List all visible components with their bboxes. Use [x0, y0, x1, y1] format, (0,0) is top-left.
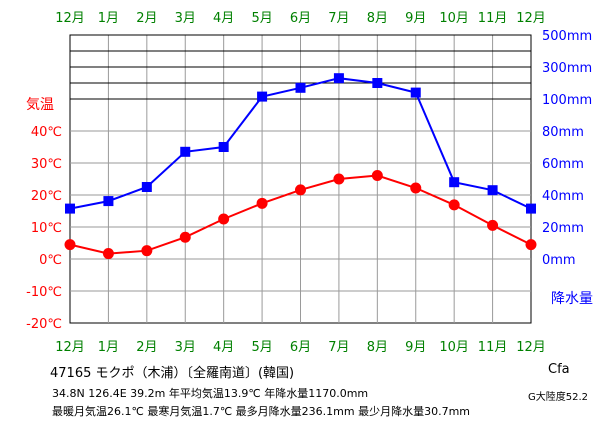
- x-tick-label-bottom: 2月: [136, 340, 157, 355]
- temperature-point: [102, 248, 114, 260]
- left-tick-label: 0℃: [39, 253, 62, 268]
- temperature-point: [410, 182, 422, 194]
- right-tick-label: 20mm: [542, 221, 584, 236]
- x-axis-top-labels: 12月 1月 2月 3月 4月 5月 6月 7月 8月 9月 10月 11月 12月: [55, 11, 546, 26]
- x-tick-label-top: 11月: [478, 11, 508, 26]
- x-tick-label-top: 12月: [55, 11, 85, 26]
- temperature-point: [333, 173, 345, 185]
- precipitation-point: [65, 203, 75, 214]
- precipitation-point: [141, 182, 152, 192]
- station-stats-line1: 34.8N 126.4E 39.2m 年平均気温13.9℃ 年降水量1170.0…: [52, 387, 369, 400]
- left-axis-title: 気温: [26, 97, 54, 113]
- station-stats-line2: 最暖月気温26.1℃ 最寒月気温1.7℃ 最多月降水量236.1mm 最少月降水…: [52, 405, 471, 418]
- temperature-point: [218, 213, 230, 225]
- right-tick-label: 60mm: [542, 157, 584, 172]
- precipitation-series: [65, 73, 536, 214]
- right-tick-label: 80mm: [542, 125, 584, 140]
- temperature-point: [487, 219, 499, 231]
- x-tick-label-bottom: 12月: [55, 340, 85, 355]
- precipitation-point: [526, 203, 536, 214]
- x-tick-label-top: 7月: [328, 11, 349, 26]
- x-tick-label-bottom: 9月: [405, 340, 426, 355]
- temperature-point: [141, 245, 153, 257]
- right-axis-ticks: 500mm 300mm 100mm 80mm 60mm 40mm 20mm 0mm: [542, 29, 592, 268]
- x-tick-label-top: 2月: [136, 11, 157, 26]
- x-tick-label-bottom: 7月: [328, 340, 349, 355]
- left-tick-label: 10℃: [31, 221, 62, 236]
- x-axis-bottom-labels: 12月 1月 2月 3月 4月 5月 6月 7月 8月 9月 10月 11月 12月: [55, 340, 546, 355]
- climate-class: Cfa: [548, 362, 570, 377]
- precipitation-point: [180, 146, 191, 157]
- left-tick-label: 30℃: [31, 157, 62, 172]
- station-title: 47165 モクポ（木浦）〔全羅南道〕(韓国): [50, 366, 295, 381]
- x-tick-label-top: 5月: [251, 11, 272, 26]
- precipitation-point: [295, 82, 306, 93]
- right-tick-label: 40mm: [542, 189, 584, 204]
- precipitation-point: [449, 177, 460, 188]
- left-tick-label: 20℃: [31, 189, 62, 204]
- temperature-point: [448, 199, 460, 211]
- temperature-point: [256, 197, 268, 209]
- temperature-point: [295, 184, 306, 196]
- x-tick-label-bottom: 4月: [213, 340, 234, 355]
- x-tick-label-bottom: 12月: [516, 340, 546, 355]
- right-tick-label: 100mm: [542, 93, 592, 108]
- precipitation-point: [410, 87, 421, 98]
- precipitation-point: [372, 78, 383, 88]
- x-tick-label-top: 10月: [439, 11, 469, 26]
- right-tick-label: 300mm: [542, 61, 592, 76]
- temperature-point: [179, 231, 191, 243]
- temperature-point: [525, 239, 537, 251]
- x-tick-label-bottom: 8月: [367, 340, 388, 355]
- x-tick-label-top: 9月: [405, 11, 426, 26]
- x-tick-label-top: 12月: [516, 11, 546, 26]
- x-tick-label-bottom: 10月: [439, 340, 469, 355]
- precipitation-point: [257, 91, 268, 102]
- x-tick-label-top: 3月: [175, 11, 196, 26]
- right-axis-title: 降水量: [551, 291, 593, 307]
- x-tick-label-bottom: 6月: [290, 340, 311, 355]
- x-tick-label-top: 6月: [290, 11, 311, 26]
- left-tick-label: -10℃: [26, 285, 62, 300]
- left-axis-ticks: 40℃ 30℃ 20℃ 10℃ 0℃ -10℃ -20℃: [26, 125, 62, 332]
- x-tick-label-bottom: 3月: [175, 340, 196, 355]
- precipitation-point: [487, 185, 498, 196]
- x-tick-label-bottom: 1月: [98, 340, 119, 355]
- temperature-point: [371, 169, 383, 181]
- x-tick-label-top: 8月: [367, 11, 388, 26]
- x-tick-label-bottom: 5月: [251, 340, 272, 355]
- x-tick-label-bottom: 11月: [478, 340, 508, 355]
- x-tick-label-top: 4月: [213, 11, 234, 26]
- continentality-index: G大陸度52.2: [528, 392, 589, 403]
- precipitation-point: [218, 142, 229, 152]
- precipitation-point: [103, 196, 114, 207]
- right-tick-label: 500mm: [542, 29, 592, 44]
- precipitation-point: [333, 73, 344, 84]
- x-tick-label-top: 1月: [98, 11, 119, 26]
- left-tick-label: -20℃: [26, 317, 62, 332]
- temperature-series: [64, 169, 537, 260]
- temperature-point: [64, 239, 76, 251]
- left-tick-label: 40℃: [31, 125, 62, 140]
- chart-grid: [69, 34, 532, 324]
- right-tick-label: 0mm: [542, 253, 576, 268]
